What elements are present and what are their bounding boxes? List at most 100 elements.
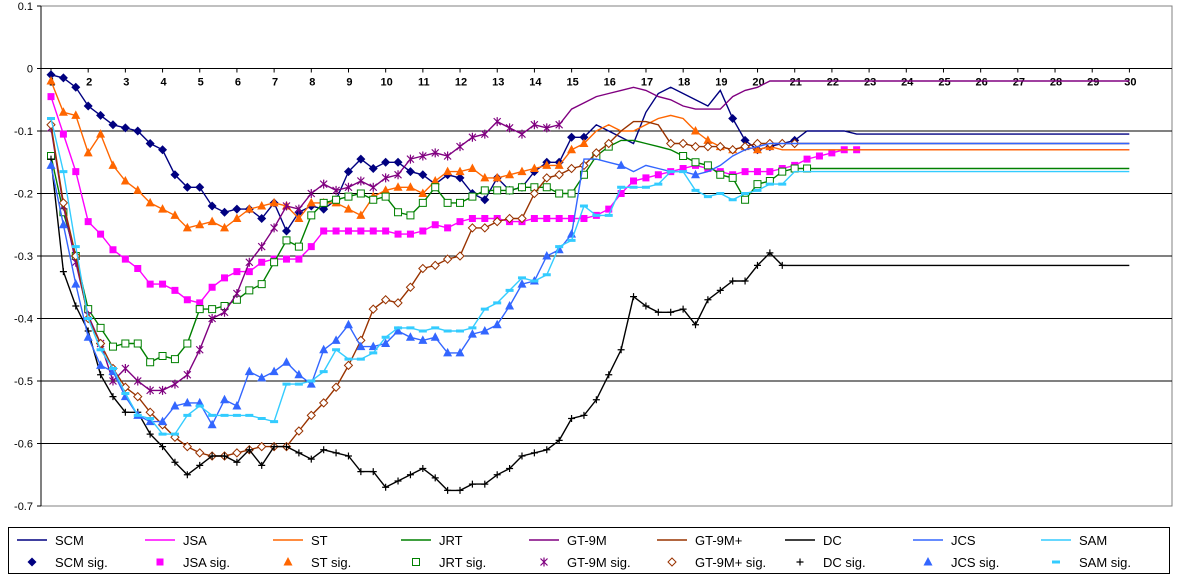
series-marker (753, 180, 762, 189)
series-marker (256, 441, 267, 452)
series-marker (753, 188, 762, 192)
x-tick-label: 29 (1087, 77, 1099, 89)
series-marker (369, 468, 377, 476)
series-marker (332, 449, 340, 457)
series-marker (691, 169, 701, 179)
series-marker (207, 201, 217, 211)
series-marker (195, 305, 204, 314)
series-marker (306, 197, 316, 207)
series-line (50, 159, 1130, 492)
series-marker (691, 158, 700, 167)
legend-marker (667, 557, 677, 567)
series-line (50, 80, 1130, 229)
series-marker (455, 173, 465, 183)
series-marker (58, 219, 68, 229)
series-marker (431, 221, 439, 229)
x-tick-label: 3 (123, 77, 129, 89)
series-marker (543, 446, 551, 454)
series-marker (133, 413, 142, 417)
series-marker (642, 174, 650, 182)
series-marker (741, 168, 749, 176)
legend-item-jrt-sig: JRT sig. (399, 551, 486, 573)
series-marker (357, 227, 365, 235)
legend-label: GT-9M (567, 532, 607, 548)
series-marker (554, 170, 564, 180)
x-tick-label: 9 (346, 77, 352, 89)
legend: SCM JSA ST JRT GT-9M GT-9M+ DC JCS SAM SCM sig. J… (8, 527, 1170, 574)
series-marker (727, 145, 738, 155)
series-marker (518, 452, 526, 460)
series-marker (505, 123, 514, 133)
series-marker (257, 372, 267, 382)
legend-swatch (412, 558, 420, 566)
series-marker (654, 308, 662, 316)
legend-item-st: ST (271, 529, 328, 551)
series-marker (71, 279, 81, 288)
series-marker (121, 255, 129, 263)
series-marker (455, 347, 465, 357)
series-marker (579, 170, 588, 179)
legend-item-gt-9m-: GT-9M+ (655, 529, 742, 551)
series-marker (159, 280, 167, 288)
series-marker (319, 198, 328, 207)
legend-marker (1052, 560, 1060, 564)
series-marker (679, 170, 688, 174)
series-marker (158, 432, 167, 436)
series-marker (182, 182, 192, 192)
series-marker (529, 188, 540, 199)
y-tick-label: -0.1 (14, 126, 33, 138)
series-marker (270, 258, 279, 267)
legend-swatch (283, 557, 293, 566)
series-marker (182, 441, 193, 452)
series-marker (281, 357, 291, 366)
series-marker (96, 360, 106, 369)
series-marker (47, 117, 55, 120)
series-marker (133, 376, 142, 386)
series-group (46, 70, 1130, 494)
series-marker (691, 126, 701, 135)
series-marker (282, 236, 291, 245)
series-marker (195, 182, 205, 192)
legend-marker (796, 558, 804, 566)
series-marker (331, 335, 341, 344)
series-marker (678, 138, 688, 149)
legend-swatch (667, 557, 677, 567)
x-tick-label: 30 (1124, 77, 1136, 89)
series-marker (158, 145, 168, 155)
legend-label: SCM (55, 532, 84, 548)
series-marker (320, 446, 328, 454)
series-marker (146, 358, 155, 367)
series-marker (344, 357, 353, 361)
series-marker (83, 332, 93, 341)
legend-label: SCM sig. (55, 554, 108, 570)
x-tick-label: 13 (492, 77, 504, 89)
y-tick-label: -0.7 (14, 501, 33, 513)
series-marker (183, 296, 191, 304)
series-marker (257, 417, 266, 420)
series-marker (343, 167, 353, 177)
series-marker (493, 471, 501, 479)
series-marker (393, 298, 403, 308)
series-marker (170, 170, 180, 180)
series-marker (220, 413, 229, 417)
series-marker (716, 170, 725, 179)
legend-item-scm-sig: SCM sig. (15, 551, 108, 573)
series-marker (703, 141, 713, 152)
x-tick-label: 24 (901, 77, 914, 89)
y-tick-label: 0 (27, 64, 33, 76)
series-marker (133, 126, 143, 136)
series-marker (467, 329, 477, 338)
series-marker (703, 195, 712, 199)
series-marker (394, 170, 402, 180)
series-marker (654, 171, 662, 179)
series-marker (481, 215, 489, 222)
series-marker (493, 117, 502, 127)
series-marker (220, 307, 229, 317)
y-tick-label: 0.1 (18, 1, 33, 13)
legend-label: DC (823, 532, 842, 548)
series-marker (443, 151, 452, 161)
series-marker (568, 215, 576, 222)
series-marker (319, 179, 328, 189)
series-marker (356, 357, 365, 361)
series-marker (183, 339, 192, 348)
